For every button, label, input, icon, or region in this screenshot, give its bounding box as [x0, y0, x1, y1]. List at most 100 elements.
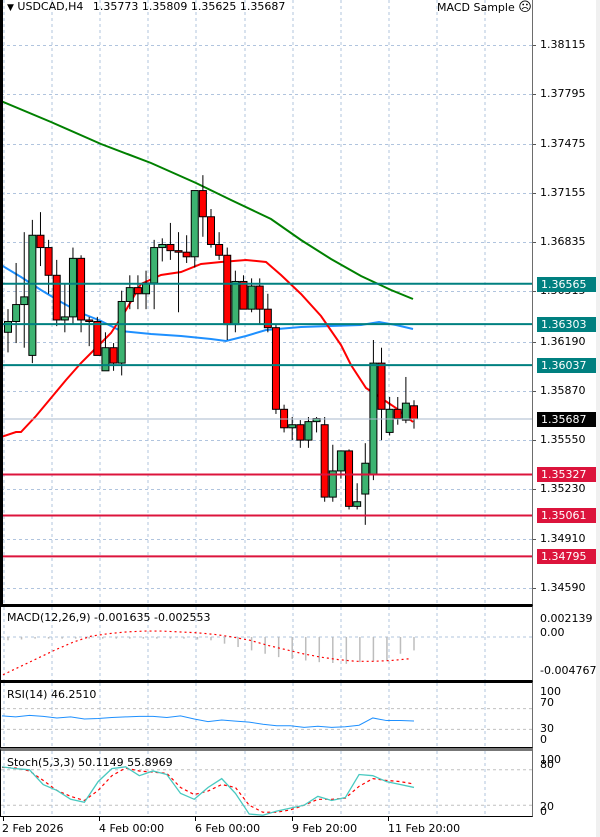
ma-mid-line [1, 264, 414, 343]
candle [377, 347, 386, 441]
price-tick-label: 1.35550 [540, 433, 586, 447]
rsi-pane[interactable]: RSI(14) 46.2510 100 70 30 0 [0, 681, 600, 748]
price-pane[interactable]: ▼ USDCAD,H4 1.35773 1.35809 1.35625 1.35… [0, 0, 600, 605]
candle [393, 396, 402, 425]
candle [77, 255, 86, 333]
level-price-tag-resistance[interactable]: 1.36303 [537, 317, 600, 333]
candle [361, 443, 370, 525]
ea-name: MACD Sample [437, 1, 515, 14]
candle [271, 324, 280, 414]
price-tick-label: 1.37475 [540, 136, 586, 150]
price-tick-label: 1.38115 [540, 38, 586, 51]
stoch-axis-100: 100 [540, 753, 561, 766]
price-tick-label: 1.35230 [540, 482, 586, 496]
price-tick-mark [533, 489, 536, 491]
candle [12, 262, 21, 344]
candle [190, 190, 199, 268]
bull-candle-body [247, 285, 256, 310]
level-price-tag-support[interactable]: 1.35061 [537, 508, 600, 524]
candle [166, 222, 175, 260]
collapse-triangle-icon[interactable]: ▼ [7, 3, 14, 13]
macd-axis-max: 0.002139 [540, 612, 593, 625]
stoch-canvas [1, 751, 532, 816]
bear-candle-body [271, 327, 280, 410]
current-price-tag: 1.35687 [537, 412, 600, 427]
candle [223, 247, 232, 340]
price-plot-area[interactable]: ▼ USDCAD,H4 1.35773 1.35809 1.35625 1.35… [0, 0, 533, 605]
level-price-tag-resistance[interactable]: 1.36565 [537, 276, 600, 292]
price-tick-mark [533, 45, 536, 46]
macd-canvas [1, 607, 532, 680]
price-axis[interactable]: 1.38115 1.37795 1.37475 1.37155 1.36835 1.365… [533, 0, 600, 605]
candle [174, 232, 183, 313]
rsi-canvas [1, 683, 532, 747]
ma-fast-line [1, 258, 414, 438]
candle [182, 235, 191, 263]
candle [117, 290, 126, 376]
price-tick-label: 1.36835 [540, 235, 586, 249]
bear-candle-body [182, 251, 191, 258]
candle [410, 400, 418, 429]
ohlc-high: 1.35809 [141, 0, 188, 13]
bull-candle-body [68, 257, 77, 318]
time-axis[interactable]: 2 Feb 2026 4 Feb 00:00 6 Feb 00:00 9 Feb… [0, 817, 600, 837]
price-tick-mark [533, 588, 536, 589]
price-tick-mark [533, 341, 536, 343]
bear-candle-body [109, 347, 118, 364]
price-tick-label: 1.34590 [540, 581, 586, 594]
bull-candle-body [304, 421, 313, 441]
candle [109, 343, 118, 371]
bear-candle-body [198, 190, 207, 218]
price-chart-canvas[interactable] [1, 0, 533, 605]
candle [231, 270, 240, 333]
time-label-3: 9 Feb 20:00 [292, 822, 358, 835]
stoch-pane[interactable]: Stoch(5,3,3) 50.1149 55.8969 100 80 20 0 [0, 748, 600, 818]
ma-slow-line [1, 100, 414, 300]
bull-candle-body [353, 501, 362, 507]
bear-candle-body [263, 308, 272, 329]
candle [263, 293, 272, 333]
expert-advisor-badge[interactable]: MACD Sample ☹ [437, 0, 532, 16]
macd-plot-area[interactable]: MACD(12,26,9) -0.001635 -0.002553 [0, 605, 533, 681]
symbol-timeframe: USDCAD,H4 [17, 0, 84, 13]
time-tick [388, 817, 389, 821]
price-tick-mark [533, 538, 536, 540]
bear-candle-body [93, 321, 102, 356]
bull-candle-body [361, 462, 370, 495]
stoch-axis-80: 80 [540, 758, 554, 771]
bull-candle-body [385, 408, 394, 433]
sad-face-icon: ☹ [518, 0, 532, 15]
bull-candle-body [288, 424, 297, 429]
bear-candle-body [36, 234, 45, 249]
level-price-tag-support[interactable]: 1.34795 [537, 549, 600, 565]
bull-candle-body [328, 470, 337, 498]
bull-candle-body [401, 402, 410, 421]
candle [133, 275, 142, 310]
bull-candle-body [117, 300, 126, 364]
ohlc-low: 1.35625 [190, 0, 237, 13]
price-tick-label: 1.34910 [540, 531, 586, 545]
bull-candle-body [158, 243, 167, 249]
rsi-plot-area[interactable]: RSI(14) 46.2510 [0, 681, 533, 748]
stoch-label: Stoch(5,3,3) 50.1149 55.8969 [7, 756, 173, 769]
stoch-plot-area[interactable]: Stoch(5,3,3) 50.1149 55.8969 [0, 748, 533, 817]
level-price-tag-support[interactable]: 1.35327 [537, 467, 600, 483]
price-tick-mark [533, 440, 536, 442]
ohlc-close: 1.35687 [239, 0, 286, 13]
time-label-0: 2 Feb 2026 [2, 822, 64, 835]
macd-pane[interactable]: MACD(12,26,9) -0.001635 -0.002553 0.0021… [0, 605, 600, 681]
rsi-axis-100: 100 [540, 685, 561, 698]
level-price-tag-resistance[interactable]: 1.36037 [537, 358, 600, 374]
bear-candle-body [77, 257, 86, 321]
macd-axis-min: -0.004767 [540, 664, 597, 677]
bull-candle-body [150, 247, 159, 284]
price-tick-label: 1.36190 [540, 334, 586, 348]
bear-candle-body [166, 243, 175, 252]
candle [296, 420, 305, 448]
ohlc-open: 1.35773 [92, 0, 139, 13]
bear-candle-body [320, 424, 329, 498]
bear-candle-body [223, 254, 232, 326]
stoch-k-line [1, 766, 415, 816]
macd-axis-zero: 0.00 [540, 626, 565, 639]
rsi-label: RSI(14) 46.2510 [7, 688, 97, 701]
